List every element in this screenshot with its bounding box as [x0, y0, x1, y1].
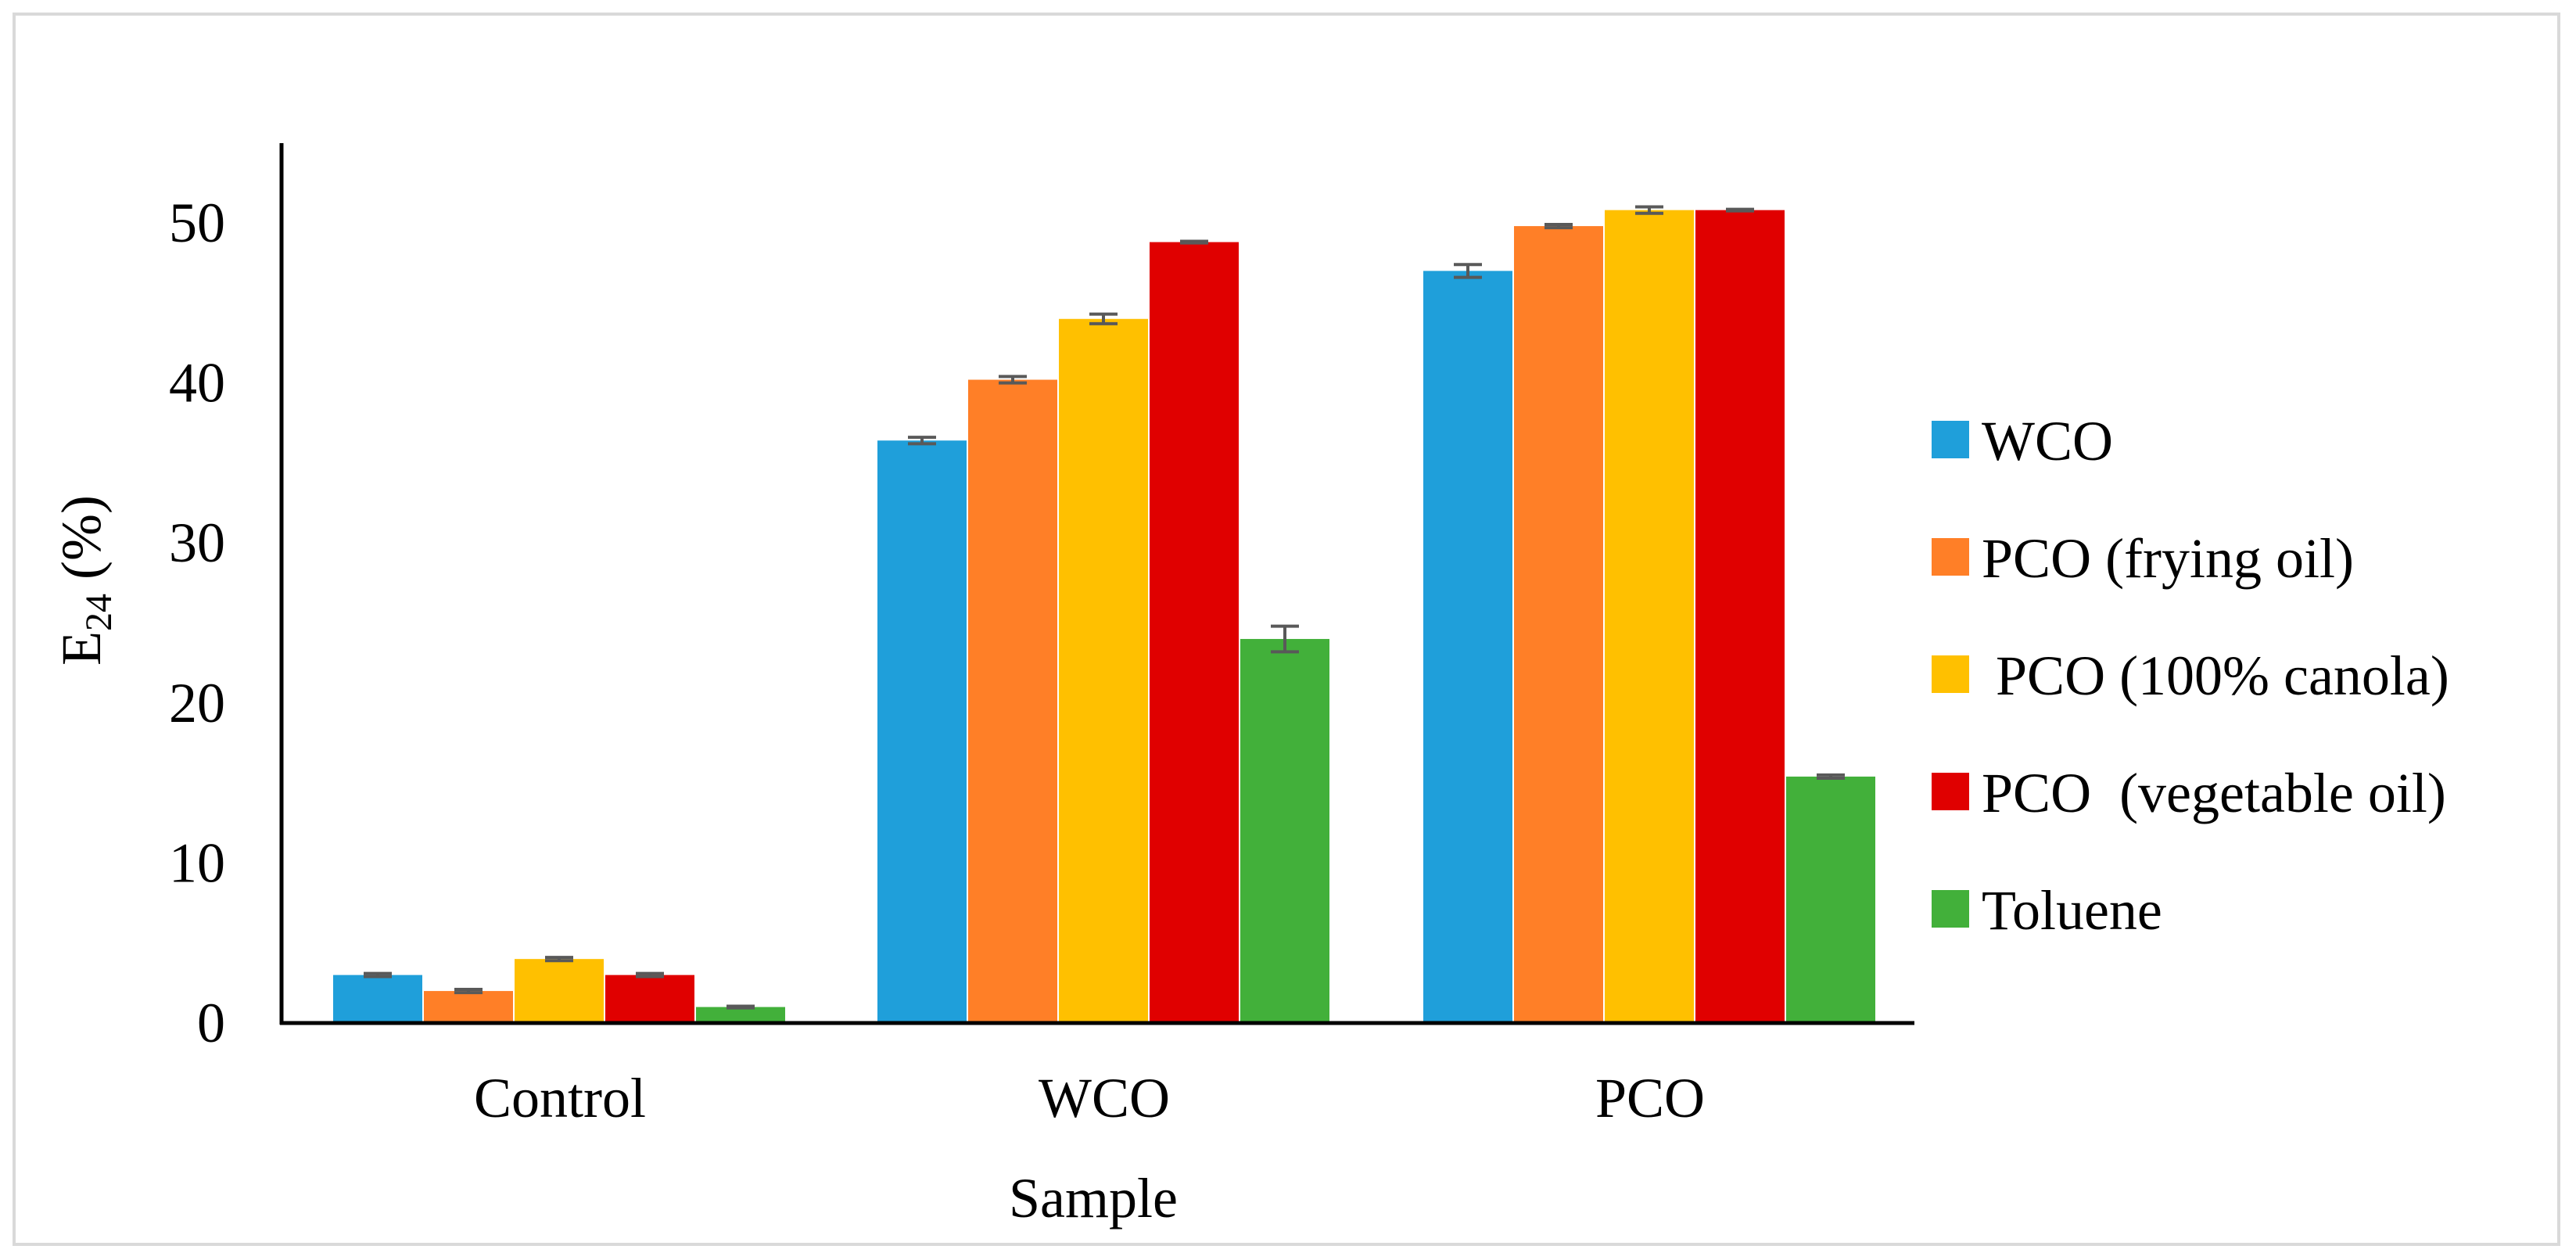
bar [515, 959, 604, 1023]
bar [696, 1007, 785, 1023]
legend-label: Toluene [1982, 879, 2162, 942]
y-tick-label: 10 [169, 831, 225, 894]
y-axis-title: E24 (%) [50, 495, 120, 666]
bar [1786, 776, 1875, 1023]
y-axis-title-main: E [50, 631, 113, 666]
y-tick-label: 50 [169, 192, 225, 254]
y-tick-label: 20 [169, 672, 225, 734]
y-axis-title-suffix: (%) [50, 495, 113, 594]
bar [1240, 638, 1329, 1023]
errorbars-layer [364, 205, 1845, 1010]
legend-swatch [1932, 421, 1969, 458]
bar [1059, 318, 1148, 1023]
x-axis-title: Sample [1009, 1167, 1178, 1229]
x-tick-label: PCO [1595, 1067, 1705, 1129]
bars-layer [333, 210, 1875, 1024]
legend-label: WCO [1982, 410, 2113, 472]
bar [1150, 242, 1239, 1023]
legend-swatch [1932, 655, 1969, 693]
bar [1514, 226, 1603, 1023]
x-tick-label: WCO [1039, 1067, 1170, 1129]
bar [333, 975, 422, 1023]
bar [877, 440, 967, 1023]
bar [968, 379, 1057, 1023]
legend-label: PCO (100% canola) [1982, 644, 2449, 707]
x-tick-label: Control [474, 1067, 646, 1129]
bar [424, 991, 513, 1023]
y-tick-label: 30 [169, 512, 225, 574]
bar [1423, 271, 1512, 1023]
x-tick-labels: Control WCO PCO [474, 1067, 1705, 1129]
legend-swatch [1932, 538, 1969, 576]
bar [1605, 210, 1694, 1024]
bar [1695, 210, 1785, 1024]
bar [605, 975, 694, 1023]
legend-label: PCO (vegetable oil) [1982, 762, 2446, 824]
legend: WCO PCO (frying oil) PCO (100% canola) PCO… [1932, 410, 2449, 942]
y-axis-title-subscript: 24 [78, 594, 120, 631]
y-tick-labels: 0 10 20 30 40 50 [169, 192, 225, 1054]
y-tick-label: 0 [197, 992, 225, 1054]
legend-swatch [1932, 890, 1969, 928]
legend-swatch [1932, 773, 1969, 810]
legend-label: PCO (frying oil) [1982, 527, 2354, 590]
y-tick-label: 40 [169, 352, 225, 415]
